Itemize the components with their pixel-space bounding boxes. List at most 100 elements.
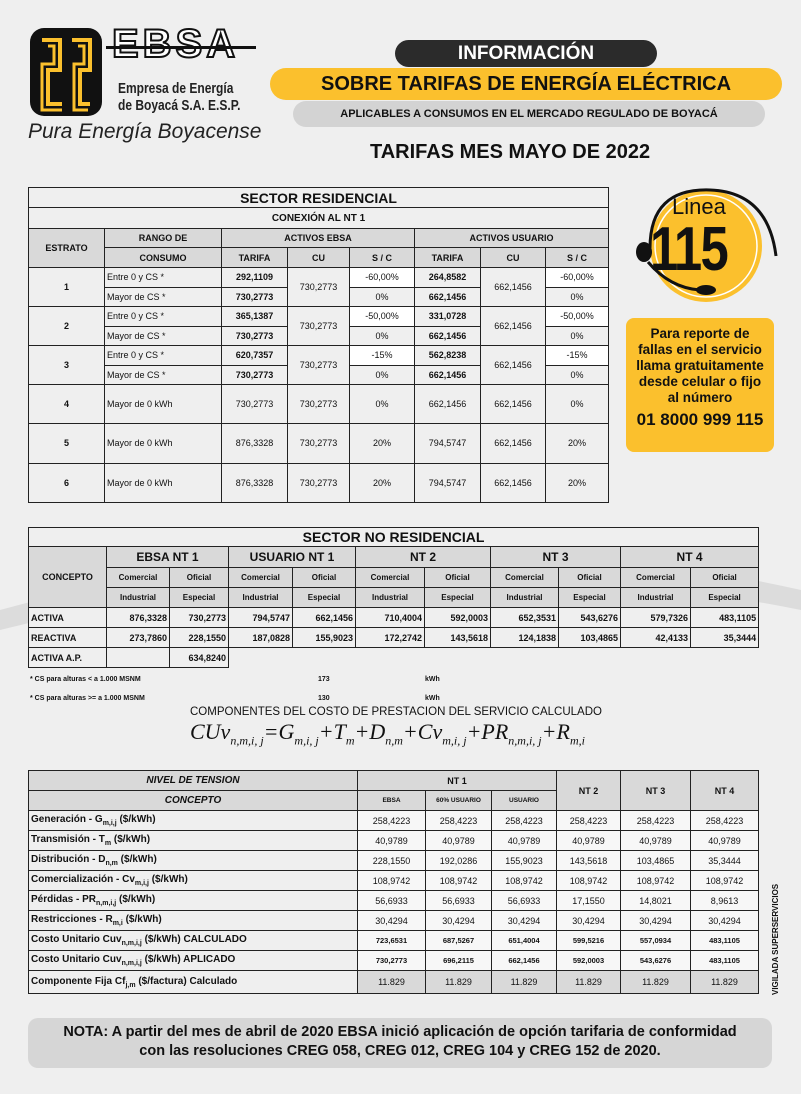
vigilada-label: VIGILADA SUPERSERVICIOS <box>771 883 780 995</box>
value-cell: 599,5216 <box>556 930 621 951</box>
value-cell: 258,4223 <box>556 810 621 831</box>
cost-label-sub: n,m,i,j <box>121 960 142 967</box>
header-sc: S / C <box>545 247 609 268</box>
sc-usuario: 0% <box>545 383 609 425</box>
header-sub: Comercial <box>106 567 170 588</box>
cost-label-suffix: ($/kWh) <box>122 914 162 925</box>
rango-cell: Mayor de 0 kWh <box>104 383 222 425</box>
formula-subscript: m,i, j <box>294 733 319 748</box>
value-cell: 483,1105 <box>690 930 759 951</box>
value-cell: 11.829 <box>491 970 557 994</box>
cost-row: Distribución - Dn,m ($/kWh) 228,1550 192,0… <box>28 850 759 871</box>
title-row: SECTOR NO RESIDENCIAL <box>27 527 760 547</box>
header-consumo: CONSUMO <box>104 247 222 268</box>
cost-row: Costo Unitario Cuvn,m,i,j ($/kWh) CALCUL… <box>28 930 759 951</box>
rango-cell: Entre 0 y CS * <box>104 345 222 366</box>
data-row: ACTIVA A.P. 634,8240 <box>28 647 759 668</box>
header-group: EBSA NT 1 <box>106 546 229 568</box>
header-nt1-sub: USUARIO <box>491 790 557 811</box>
cost-label: Costo Unitario Cuvn,m,i,j ($/kWh) CALCUL… <box>28 930 358 951</box>
formula-term: =Gm,i, j <box>264 719 319 748</box>
value-cell: 172,2742 <box>355 627 425 648</box>
estrato-cell: 5 <box>28 423 105 464</box>
tarifa-ebsa: 292,1109 <box>221 267 288 288</box>
value-cell: 124,1838 <box>490 627 559 648</box>
title-banner: SOBRE TARIFAS DE ENERGÍA ELÉCTRICA <box>270 68 782 100</box>
value-cell: 651,4004 <box>491 930 557 951</box>
value-cell: 108,9742 <box>425 870 492 891</box>
value-cell: 108,9742 <box>357 870 426 891</box>
sc-ebsa: 0% <box>349 325 415 346</box>
cost-label-suffix: ($/factura) Calculado <box>135 975 238 987</box>
value-cell: 56,6933 <box>425 890 492 911</box>
rango-cell: Mayor de 0 kWh <box>104 462 222 503</box>
hotline-phone[interactable]: 01 8000 999 115 <box>636 410 764 429</box>
formula-term: +Cvm,i, j <box>403 719 467 748</box>
value-cell: 108,9742 <box>556 870 621 891</box>
section-subtitle: CONEXIÓN AL NT 1 <box>28 207 609 229</box>
cu-ebsa: 730,2773 <box>287 423 350 464</box>
value-cell: 30,4294 <box>556 910 621 931</box>
cu-usuario: 662,1456 <box>480 462 546 503</box>
cost-label: Transmisión - Tm ($/kWh) <box>28 830 358 851</box>
formula-term: +PRn,m,i, j <box>467 719 542 747</box>
value-cell: 258,4223 <box>690 810 759 831</box>
stratum-row: 4 Mayor de 0 kWh 730,2773 730,2773 0% 662,145… <box>28 383 609 425</box>
value-cell: 273,7860 <box>106 627 170 648</box>
formula-subscript: m,i, j <box>442 733 467 748</box>
cost-label-label: Comercialización - Cv <box>31 874 135 885</box>
sc-usuario: 0% <box>545 325 609 346</box>
cost-label: Distribución - Dn,m ($/kWh) <box>28 850 358 871</box>
formula-term: +Dn,m <box>355 719 403 747</box>
sc-usuario: -15% <box>545 345 609 366</box>
header-sub: Industrial <box>490 587 559 608</box>
value-cell: 108,9742 <box>491 870 557 891</box>
cost-label-suffix: ($/kWh) <box>148 874 188 885</box>
formula-term: CUvn,m,i, j <box>190 719 264 747</box>
tarifa-usuario: 662,1456 <box>414 286 481 307</box>
header-sub: Especial <box>424 587 491 608</box>
sc-usuario: 0% <box>545 286 609 307</box>
estrato-cell: 3 <box>28 345 105 385</box>
headset-icon <box>630 188 780 306</box>
header-sub: Oficial <box>169 567 229 588</box>
value-cell: 30,4294 <box>425 910 492 931</box>
header-sub: Oficial <box>558 567 621 588</box>
formula-term: +Tm <box>319 719 355 747</box>
title-row: SECTOR RESIDENCIAL <box>28 187 609 208</box>
hotline-number: 115 <box>650 215 729 284</box>
value-cell: 543,6276 <box>558 607 621 628</box>
header-row: CONCEPTO EBSA 60% USUARIO USUARIO <box>28 790 759 811</box>
tarifa-usuario: 794,5747 <box>414 462 481 503</box>
tarifa-usuario: 264,8582 <box>414 267 481 288</box>
header-sub: Comercial <box>355 567 425 588</box>
tarifa-ebsa: 620,7357 <box>221 345 288 366</box>
value-cell: 687,5267 <box>425 930 492 951</box>
value-cell: 35,3444 <box>690 850 759 871</box>
value-cell: 730,2773 <box>357 950 426 971</box>
cost-row: Costo Unitario Cuvn,m,i,j ($/kWh) APLICA… <box>28 950 759 971</box>
cost-label-sub: m,i <box>112 920 123 927</box>
value-cell: 11.829 <box>690 970 759 994</box>
cost-label: Restricciones - Rm,i ($/kWh) <box>28 910 358 931</box>
value-cell: 258,4223 <box>620 810 691 831</box>
note-unit: kWh <box>425 676 440 683</box>
cost-label-label: Restricciones - R <box>31 914 113 925</box>
value-cell: 634,8240 <box>169 647 229 668</box>
tarifa-ebsa: 876,3328 <box>221 423 288 464</box>
value-cell: 143,5618 <box>556 850 621 871</box>
tarifa-ebsa: 730,2773 <box>221 325 288 346</box>
cost-row: Componente Fija Cfj,m ($/factura) Calcul… <box>28 970 759 994</box>
value-cell: 696,2115 <box>425 950 492 971</box>
header-estrato: ESTRATO <box>28 228 105 268</box>
header-sub: Oficial <box>424 567 491 588</box>
row-label: ACTIVA A.P. <box>28 647 107 668</box>
note-value: 173 <box>318 676 330 683</box>
value-cell: 579,7326 <box>620 607 691 628</box>
company-name-line2: de Boyacá S.A. E.S.P. <box>118 97 241 114</box>
header-sub: Especial <box>689 587 760 608</box>
value-cell: 8,9613 <box>690 890 759 911</box>
value-cell: 155,9023 <box>491 850 557 871</box>
value-cell: 876,3328 <box>106 607 170 628</box>
cost-label-suffix: ($/kWh) APLICADO <box>141 954 236 965</box>
